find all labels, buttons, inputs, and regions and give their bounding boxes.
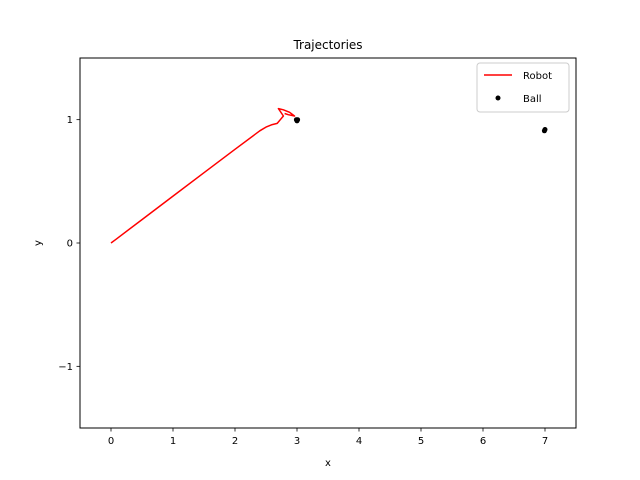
plot-area	[80, 58, 576, 428]
x-tick-label: 2	[232, 436, 238, 447]
legend-robot-label: Robot	[523, 71, 552, 82]
ball-point	[295, 117, 301, 123]
x-axis-ticks: 0 1 2 3 4 5 6 7	[108, 428, 548, 447]
series-robot-line	[110, 107, 296, 244]
x-tick-label: 6	[480, 436, 486, 447]
chart-title: Trajectories	[292, 38, 362, 52]
x-tick-label: 0	[108, 436, 114, 447]
y-axis-label: y	[33, 240, 44, 246]
x-tick-label: 7	[542, 436, 548, 447]
y-axis-ticks: −1 0 1	[58, 115, 80, 373]
legend-ball-label: Ball	[523, 94, 542, 105]
x-tick-label: 5	[418, 436, 424, 447]
x-tick-label: 4	[356, 436, 362, 447]
y-tick-label: −1	[58, 362, 73, 373]
x-tick-label: 3	[294, 436, 300, 447]
legend-ball-swatch	[495, 95, 501, 101]
x-axis-label: x	[325, 458, 331, 469]
y-tick-label: 1	[67, 115, 73, 126]
y-tick-label: 0	[67, 239, 73, 250]
series-layer	[110, 107, 548, 244]
legend: Robot Ball	[476, 62, 570, 113]
ball-point	[541, 128, 547, 134]
x-tick-label: 1	[170, 436, 176, 447]
